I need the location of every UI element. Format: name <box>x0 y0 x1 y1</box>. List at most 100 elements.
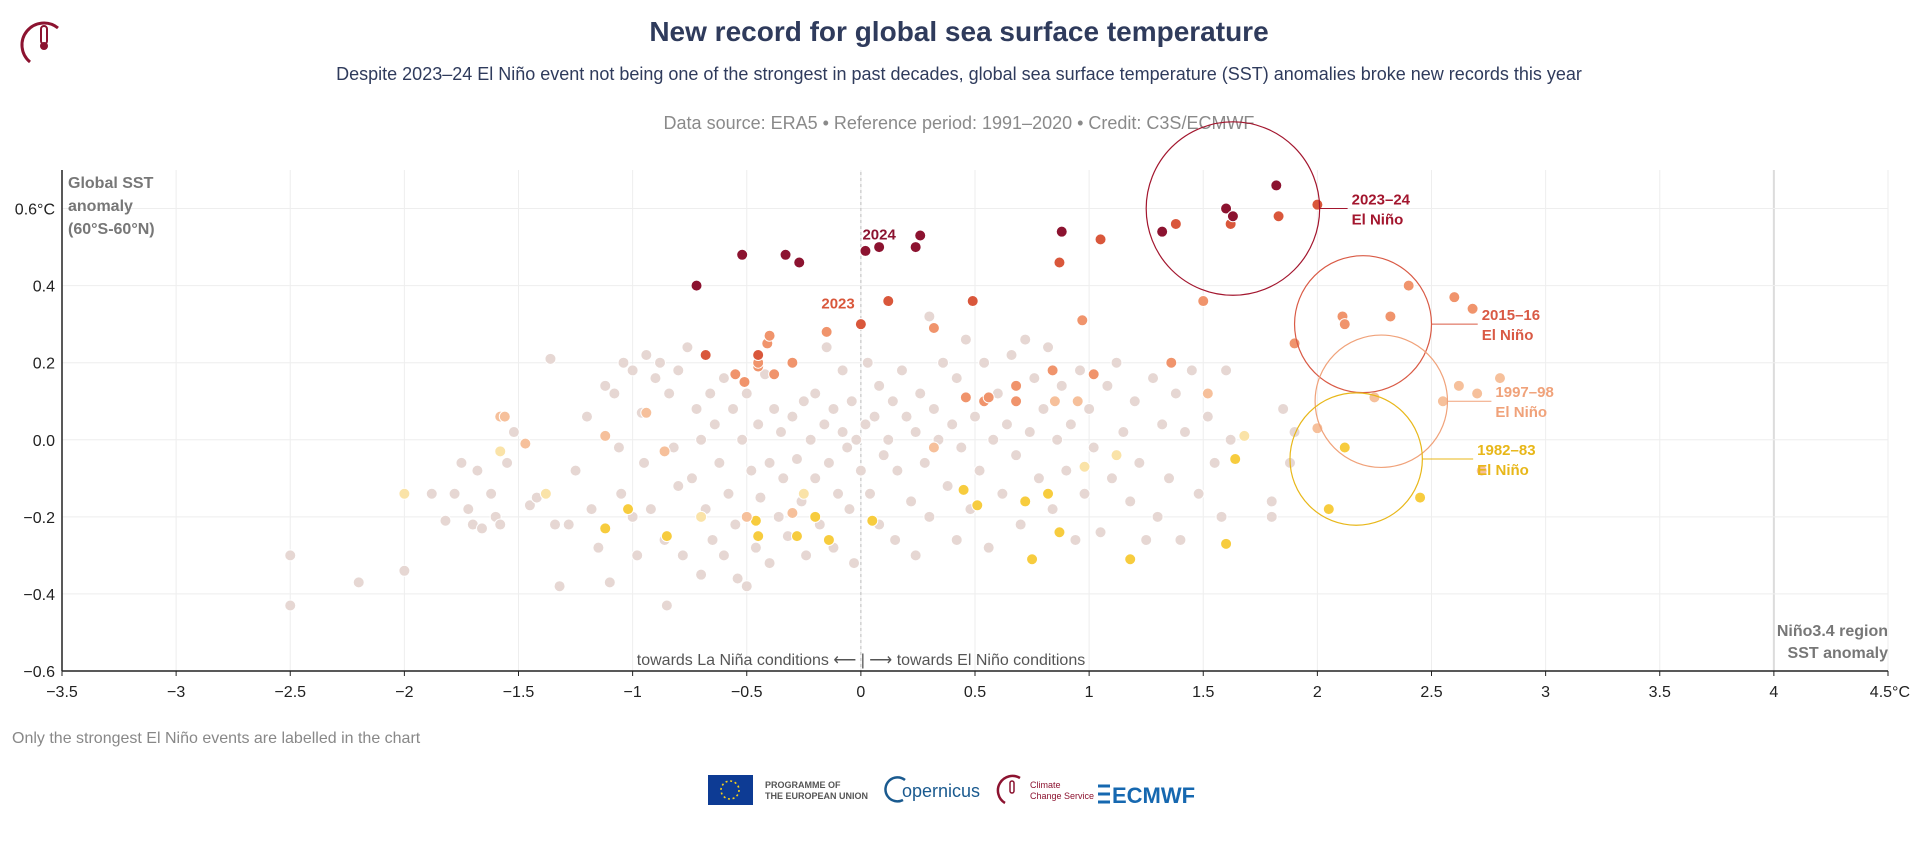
event-annotations: 2024 2023 2023–24 El Niño 2015–16 El Niño 1997… <box>821 121 1554 526</box>
scatter-point-other-years <box>681 341 694 354</box>
scatter-point-other-years <box>1124 495 1137 508</box>
scatter-point-other-years <box>695 433 708 446</box>
event-label-suffix: El Niño <box>1495 404 1547 421</box>
scatter-point-other-years <box>909 549 922 562</box>
event-label-name: 1997–98 <box>1495 384 1553 401</box>
scatter-point-other-years <box>599 379 612 392</box>
scatter-point-2023-2024 <box>1270 179 1283 192</box>
scatter-point-other-years <box>1078 487 1091 500</box>
scatter-point-other-years <box>736 433 749 446</box>
scatter-point-light-orange <box>1471 387 1484 400</box>
scatter-point-other-years <box>644 503 657 516</box>
x-tick-label: −1.5 <box>503 684 535 701</box>
scatter-point-2023-2024 <box>793 256 806 269</box>
scatter-point-yellow <box>1019 495 1032 508</box>
y-tick-label: 0.6°C <box>15 202 55 219</box>
scatter-point-orange <box>1165 356 1178 369</box>
x-tick-label: 1.5 <box>1192 684 1214 701</box>
scatter-point-other-years <box>553 580 566 593</box>
scatter-point-other-years <box>969 410 981 423</box>
scatter-point-yellow <box>599 522 612 535</box>
scatter-point-other-years <box>843 503 856 516</box>
scatter-point-other-years <box>1140 533 1153 546</box>
scatter-point-light-orange <box>1071 395 1084 408</box>
scatter-point-other-years <box>1265 510 1278 523</box>
scatter-point-2023-2024 <box>690 279 703 292</box>
scatter-point-other-years <box>672 364 685 377</box>
scatter-point-other-years <box>1169 387 1182 400</box>
scatter-point-other-years <box>763 557 776 570</box>
scatter-point-orange <box>1448 291 1461 304</box>
scatter-point-orange <box>1076 314 1089 327</box>
scatter-point-other-years <box>631 549 644 562</box>
scatter-point-other-years <box>1019 333 1032 346</box>
scatter-point-yellow <box>1414 491 1427 504</box>
scatter-point-other-years <box>754 491 767 504</box>
scatter-point-other-years <box>923 510 936 523</box>
scatter-point-other-years <box>941 480 954 493</box>
scatter-point-other-years <box>1083 402 1096 415</box>
scatter-point-other-years <box>886 395 899 408</box>
scatter-point-2023-2024 <box>736 248 749 261</box>
footnote: Only the strongest El Niño events are la… <box>12 730 421 747</box>
x-tick-label: −1 <box>624 684 642 701</box>
scatter-point-other-years <box>603 576 616 589</box>
y-axis-title-line-2: anomaly <box>68 198 133 215</box>
scatter-point-yellow <box>1229 453 1242 466</box>
scatter-point-other-years <box>978 356 991 369</box>
scatter-point-other-years <box>1032 472 1045 485</box>
scatter-point-orange <box>959 391 972 404</box>
scatter-point-other-years <box>731 572 744 585</box>
scatter-point-other-years <box>672 480 685 493</box>
scatter-point-other-years <box>946 418 959 431</box>
scatter-point-other-years <box>1037 402 1050 415</box>
ecmwf-logo-icon <box>1098 784 1110 804</box>
copernicus-logo-icon <box>884 776 906 803</box>
scatter-point-other-years <box>1110 356 1123 369</box>
y-tick-label: −0.2 <box>23 510 55 527</box>
scatter-point-yellow <box>660 530 673 543</box>
scatter-point-other-years <box>501 456 514 469</box>
scatter-point-orange <box>1010 395 1023 408</box>
x-axis-title-line-2: SST anomaly <box>1788 645 1889 662</box>
data-source: Data source: ERA5 • Reference period: 19… <box>664 113 1255 133</box>
c3s-footer-logo-icon <box>996 774 1021 805</box>
scatter-point-other-years <box>1094 526 1107 539</box>
scatter-point-2023-2024 <box>909 241 922 254</box>
scatter-point-yellow <box>822 533 835 546</box>
y-tick-label: 0.0 <box>33 433 55 450</box>
scatter-point-light-yellow <box>797 487 810 500</box>
scatter-point-light-yellow <box>1078 460 1091 473</box>
scatter-point-light-orange <box>1452 379 1465 392</box>
scatter-point-2023-2024 <box>1156 225 1169 238</box>
scatter-point-other-years <box>562 518 575 531</box>
scatter-point-other-years <box>740 580 753 593</box>
scatter-point-yellow <box>809 510 822 523</box>
scatter-point-yellow <box>1053 526 1066 539</box>
x-axis-title-line-1: Niño3.4 region <box>1777 623 1888 640</box>
scatter-point-other-years <box>923 310 936 323</box>
scatter-point-orange <box>1087 368 1100 381</box>
scatter-point-orange <box>1384 310 1397 323</box>
copernicus-logo-text: opernicus <box>902 781 980 801</box>
scatter-point-light-orange <box>1493 372 1506 385</box>
scatter-point-orange <box>982 391 995 404</box>
x-tick-label: −0.5 <box>731 684 763 701</box>
scatter-point-other-years <box>638 456 651 469</box>
scatter-point-light-orange <box>1368 391 1381 404</box>
scatter-point-light-yellow <box>398 487 411 500</box>
scatter-point-recent-warm <box>1053 256 1066 269</box>
scatter-point-other-years <box>455 456 468 469</box>
scatter-point-other-years <box>1215 510 1228 523</box>
eu-programme-line-1: PROGRAMME OF <box>765 780 841 790</box>
scatter-point-orange <box>1338 318 1351 331</box>
scatter-point-other-years <box>1000 418 1013 431</box>
scatter-point-orange <box>768 368 781 381</box>
scatter-point-yellow <box>957 483 970 496</box>
y-tick-label: −0.4 <box>23 587 55 604</box>
scatter-point-orange <box>820 325 833 338</box>
scatter-point-other-years <box>1156 418 1169 431</box>
scatter-point-yellow <box>752 530 765 543</box>
scatter-point-other-years <box>626 364 639 377</box>
